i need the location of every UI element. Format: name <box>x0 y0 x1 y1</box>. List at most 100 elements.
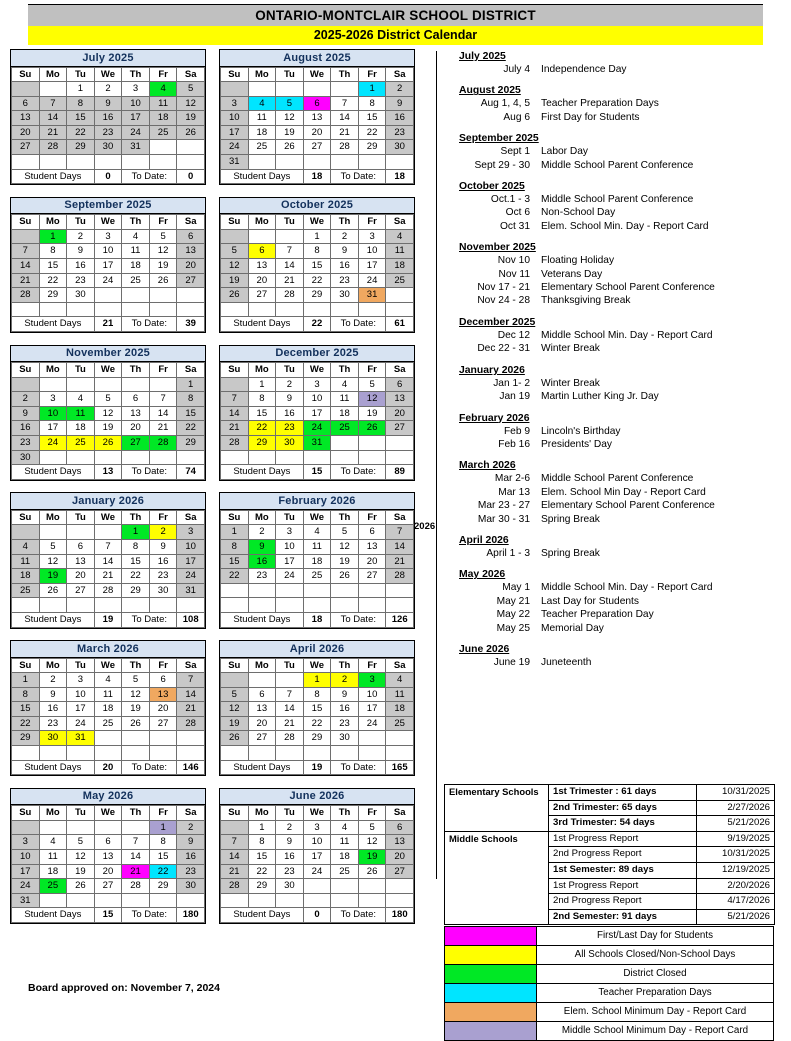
day-cell: 6 <box>385 376 414 393</box>
weekday-header: Sa <box>385 66 414 83</box>
term-row: 1st Semester: 89 days 12/19/2025 <box>445 861 775 879</box>
day-cell: 11 <box>148 95 178 112</box>
empty-cell <box>247 449 277 466</box>
day-cell: 1 <box>247 376 277 393</box>
day-cell: 24 <box>93 272 123 289</box>
weekday-header: Sa <box>385 805 414 821</box>
event-row: May 1 Middle School Min. Day - Report Car… <box>445 581 781 594</box>
legend-color-swatch <box>444 983 537 1003</box>
weekday-header-row: Su Mo Tu We Th Fr Sa <box>220 66 414 83</box>
year-divider-label: 2026 <box>414 521 436 532</box>
day-cell: 27 <box>121 434 150 451</box>
day-cell: 18 <box>121 258 150 274</box>
day-cell: 8 <box>247 391 277 407</box>
day-cell: 27 <box>247 730 277 747</box>
day-cell: 16 <box>38 701 68 717</box>
week-row: 7 8 9 10 11 12 13 <box>220 391 414 407</box>
empty-cell <box>302 81 332 97</box>
day-cell: 1 <box>302 228 332 245</box>
day-cell: 28 <box>275 730 304 747</box>
day-cell: 20 <box>11 124 40 141</box>
day-cell: 26 <box>357 420 387 436</box>
empty-cell <box>11 301 40 318</box>
day-cell: 2 <box>330 228 359 245</box>
weekday-header: Su <box>220 509 249 526</box>
weekday-header: Tu <box>275 66 304 83</box>
day-cell: 28 <box>220 878 249 894</box>
to-date-value: 61 <box>385 316 414 332</box>
day-cell: 29 <box>148 878 178 894</box>
day-cell: 27 <box>385 863 414 880</box>
empty-cell <box>38 301 68 318</box>
event-description: Elem. School Min. Day - Report Card <box>541 220 709 232</box>
empty-cell <box>302 878 332 894</box>
day-cell: 12 <box>357 391 387 407</box>
legend-label: Middle School Minimum Day - Report Card <box>536 1021 774 1041</box>
day-cell: 8 <box>357 95 387 112</box>
weekday-header: Tu <box>66 805 95 821</box>
week-row: 5 6 7 8 9 10 11 <box>220 243 414 260</box>
weekday-header-row: Su Mo Tu We Th Fr Sa <box>220 214 414 230</box>
week-row: 25 26 27 28 29 30 31 <box>11 582 205 599</box>
day-cell: 5 <box>357 376 387 393</box>
day-cell: 15 <box>11 701 40 717</box>
day-cell: 19 <box>121 701 150 717</box>
term-name: 2nd Trimester: 65 days <box>548 799 697 817</box>
day-cell: 27 <box>176 272 205 289</box>
week-row: 24 25 26 27 28 29 30 <box>220 139 414 156</box>
day-cell: 30 <box>38 730 68 747</box>
month-title: August 2025 <box>220 50 414 67</box>
month-footer-row: Student Days 18 To Date: 126 <box>220 611 414 628</box>
event-row: Nov 11 Veterans Day <box>445 268 781 281</box>
term-row: 3rd Trimester: 54 days 5/21/2026 <box>445 815 775 832</box>
term-name: 1st Semester: 89 days <box>548 861 697 879</box>
term-date: 2/27/2026 <box>696 799 775 817</box>
day-cell: 19 <box>66 863 95 880</box>
to-date-value: 108 <box>176 611 205 628</box>
day-cell: 9 <box>247 538 277 555</box>
student-days-label: Student Days <box>11 611 95 628</box>
empty-cell <box>176 892 205 909</box>
weekday-header: Mo <box>38 362 68 378</box>
legend-label: All Schools Closed/Non-School Days <box>536 945 774 965</box>
week-row: 26 27 28 29 30 31 <box>220 287 414 303</box>
day-cell: 15 <box>247 405 277 422</box>
week-row: 28 29 30 <box>220 878 414 894</box>
weekday-header: Sa <box>176 509 205 526</box>
weekday-header: Tu <box>275 509 304 526</box>
day-cell: 16 <box>385 110 414 126</box>
day-cell: 11 <box>11 553 40 570</box>
day-cell: 24 <box>220 139 249 156</box>
event-description: Teacher Preparation Day <box>541 609 654 621</box>
day-cell: 14 <box>176 686 205 703</box>
day-cell: 9 <box>93 95 123 112</box>
to-date-label: To Date: <box>330 907 387 923</box>
weekday-header: Fr <box>357 509 387 526</box>
legend-row: Teacher Preparation Days <box>444 983 774 1003</box>
empty-cell <box>385 449 414 466</box>
week-row: 19 20 21 22 23 24 25 <box>220 272 414 289</box>
weekday-header: Fr <box>357 66 387 83</box>
empty-cell <box>385 301 414 318</box>
to-date-label: To Date: <box>121 907 178 923</box>
weekday-header: Su <box>11 657 40 674</box>
event-row: Jan 19 Martin Luther King Jr. Day <box>445 390 781 403</box>
day-cell: 17 <box>302 849 332 865</box>
day-cell: 15 <box>357 110 387 126</box>
event-description: Winter Break <box>541 343 600 355</box>
event-description: Veterans Day <box>541 268 603 280</box>
event-description: Thanksgiving Break <box>541 295 631 307</box>
event-description: Middle School Min. Day - Report Card <box>541 582 713 594</box>
day-cell: 18 <box>66 420 95 436</box>
empty-cell <box>93 449 123 466</box>
empty-cell <box>66 892 95 909</box>
empty-cell <box>176 139 205 156</box>
empty-cell <box>11 81 40 97</box>
empty-cell <box>148 154 178 170</box>
empty-cell <box>176 287 205 303</box>
event-row: Sept 1 Labor Day <box>445 145 781 158</box>
